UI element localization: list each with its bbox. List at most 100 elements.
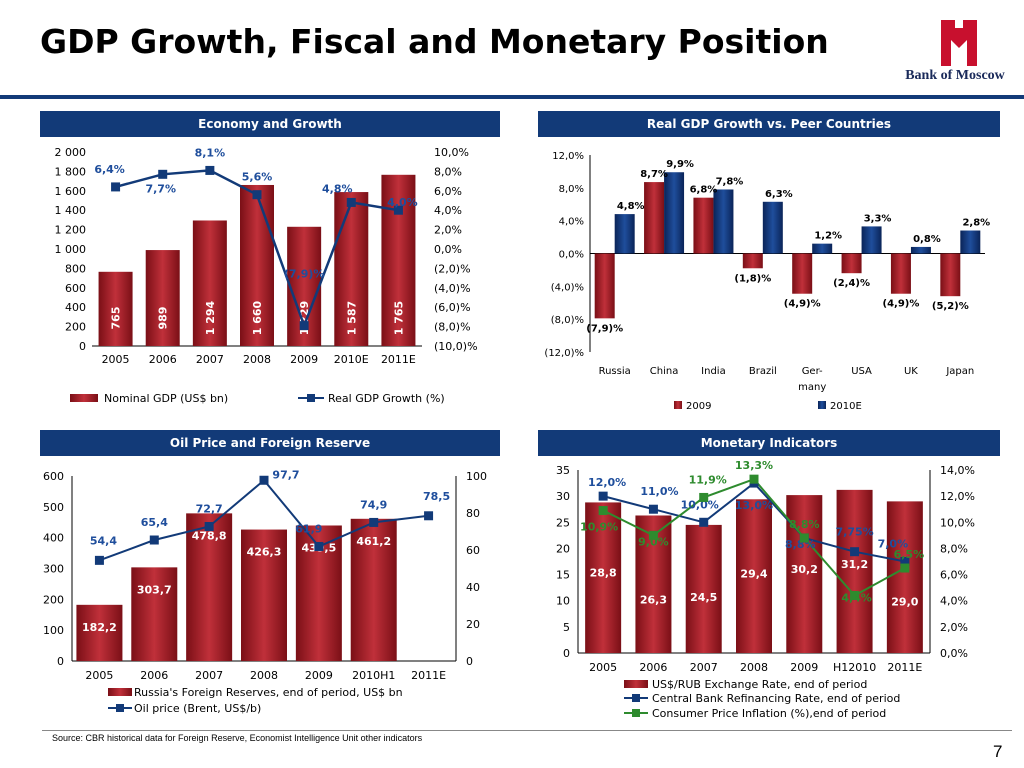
- peers-2009-bar: [890, 253, 911, 294]
- oil-right-tick-label: 100: [466, 470, 487, 483]
- economy-right-tick-label: 6,0%: [434, 185, 462, 198]
- peers-2009-bar: [742, 253, 763, 269]
- monetary-refi-point: [900, 557, 910, 566]
- monetary-x-tick-label: 2005: [589, 661, 617, 674]
- economy-right-tick-label: 2,0%: [434, 224, 462, 237]
- peers-category-label: Brazil: [749, 366, 777, 377]
- monetary-left-tick-label: 25: [556, 516, 570, 529]
- monetary-fx-bar: [736, 499, 772, 653]
- monetary-right-tick-label: 10,0%: [940, 516, 975, 529]
- economy-growth-label: 4,8%: [322, 182, 353, 195]
- economy-x-tick-label: 2009: [290, 353, 318, 366]
- oil-reserve-bar-label: 426,3: [247, 546, 282, 559]
- oil-right-tick-label: 80: [466, 507, 480, 520]
- oil-left-tick-label: 200: [43, 593, 64, 606]
- monetary-refi-label: 7,0%: [878, 538, 909, 551]
- economy-gdp-bar-label: 1 660: [251, 300, 264, 335]
- peers-category-label: China: [650, 366, 679, 377]
- monetary-refi-point: [850, 547, 860, 557]
- monetary-refi-label: 11,0%: [640, 485, 678, 498]
- economy-growth-point: [252, 190, 262, 200]
- economy-legend-bar-label: Nominal GDP (US$ bn): [104, 392, 228, 405]
- economy-growth-point: [205, 165, 215, 175]
- economy-growth-point: [299, 321, 309, 331]
- economy-legend-line-marker: [307, 394, 315, 402]
- peers-2009-bar-label: (4,9)%: [784, 299, 821, 310]
- peers-2009-bar-label: (1,8)%: [734, 273, 771, 284]
- monetary-right-tick-label: 14,0%: [940, 464, 975, 477]
- economy-left-tick-label: 0: [79, 340, 86, 353]
- monetary-left-tick-label: 35: [556, 464, 570, 477]
- peers-tick-label: (4,0)%: [551, 282, 584, 293]
- monetary-left-tick-label: 30: [556, 490, 570, 503]
- oil-left-tick-label: 500: [43, 501, 64, 514]
- peers-category-label: many: [798, 382, 826, 393]
- economy-right-tick-label: 0,0%: [434, 243, 462, 256]
- monetary-cpi-point: [598, 506, 608, 516]
- oil-price-label: 54,4: [90, 534, 117, 547]
- economy-left-tick-label: 1 600: [55, 185, 87, 198]
- source-note: Source: CBR historical data for Foreign …: [52, 733, 423, 743]
- monetary-refi-point: [699, 517, 709, 527]
- bank-logo: Bank of Moscow: [905, 18, 1005, 88]
- economy-growth-label: (7,9)%: [284, 268, 325, 281]
- monetary-fx-bar-label: 30,2: [791, 563, 818, 576]
- economy-legend-line-label: Real GDP Growth (%): [328, 392, 445, 405]
- economy-gdp-bar: [381, 174, 416, 346]
- economy-x-tick-label: 2006: [149, 353, 177, 366]
- peers-tick-label: 4,0%: [559, 217, 584, 228]
- oil-left-tick-label: 300: [43, 563, 64, 576]
- monetary-cpi-point: [648, 530, 658, 540]
- economy-gdp-bar: [192, 220, 227, 346]
- economy-gdp-bar-label: 1 765: [392, 301, 405, 335]
- monetary-fx-bar: [585, 502, 622, 653]
- economy-growth-point: [158, 169, 168, 179]
- peers-2009-bar: [841, 253, 862, 274]
- peers-category-label: USA: [851, 366, 872, 377]
- economy-gdp-bar-label: 1 294: [204, 300, 217, 335]
- peers-legend-2009-swatch: [674, 401, 682, 409]
- oil-right-tick-label: 0: [466, 655, 473, 668]
- economy-growth-label: 8,1%: [195, 146, 226, 159]
- oil-price-label: 74,9: [360, 498, 387, 511]
- monetary-fx-bar: [836, 489, 873, 653]
- bank-logo-text: Bank of Moscow: [905, 68, 1005, 83]
- economy-gdp-bar: [98, 271, 133, 346]
- monetary-fx-bar: [685, 524, 722, 653]
- economy-left-tick-label: 400: [65, 301, 86, 314]
- economy-left-tick-label: 2 000: [55, 146, 87, 159]
- peers-tick-label: (12,0)%: [544, 348, 584, 359]
- monetary-cpi-label: 9,0%: [638, 535, 669, 548]
- monetary-cpi-label: 10,9%: [580, 521, 618, 534]
- peers-2009-bar: [792, 253, 813, 294]
- economy-x-tick-label: 2010E: [334, 353, 369, 366]
- economy-growth-label: 4,0%: [387, 196, 418, 209]
- economy-growth-point: [393, 205, 403, 215]
- oil-x-tick-label: 2006: [140, 669, 168, 682]
- monetary-x-tick-label: H12010: [833, 661, 876, 674]
- peers-2010e-bar-label: 6,3%: [765, 189, 793, 200]
- title-rule: [0, 95, 1024, 99]
- economy-right-tick-label: 10,0%: [434, 146, 469, 159]
- peers-legend-2009-label: 2009: [686, 401, 711, 412]
- oil-left-tick-label: 400: [43, 532, 64, 545]
- peers-tick-label: 0,0%: [559, 250, 584, 261]
- peers-2010e-bar-label: 1,2%: [814, 231, 842, 242]
- monetary-legend-bar-label: US$/RUB Exchange Rate, end of period: [652, 678, 867, 691]
- economy-left-tick-label: 800: [65, 262, 86, 275]
- peers-2009-bar-label: (4,9)%: [883, 299, 920, 310]
- peers-2010e-bar: [664, 172, 685, 254]
- peers-tick-label: 8,0%: [559, 184, 584, 195]
- monetary-left-tick-label: 5: [563, 621, 570, 634]
- oil-reserve-bar: [186, 513, 233, 661]
- monetary-right-tick-label: 12,0%: [940, 490, 975, 503]
- oil-x-tick-label: 2007: [195, 669, 223, 682]
- oil-reserve-bar: [241, 529, 287, 661]
- oil-price-point: [204, 522, 214, 532]
- peers-2009-bar: [644, 182, 665, 254]
- peers-2009-bar: [693, 197, 714, 254]
- monetary-refi-point: [648, 504, 658, 514]
- economy-left-tick-label: 600: [65, 282, 86, 295]
- peers-2010e-bar: [614, 214, 635, 254]
- economy-x-tick-label: 2011E: [381, 353, 416, 366]
